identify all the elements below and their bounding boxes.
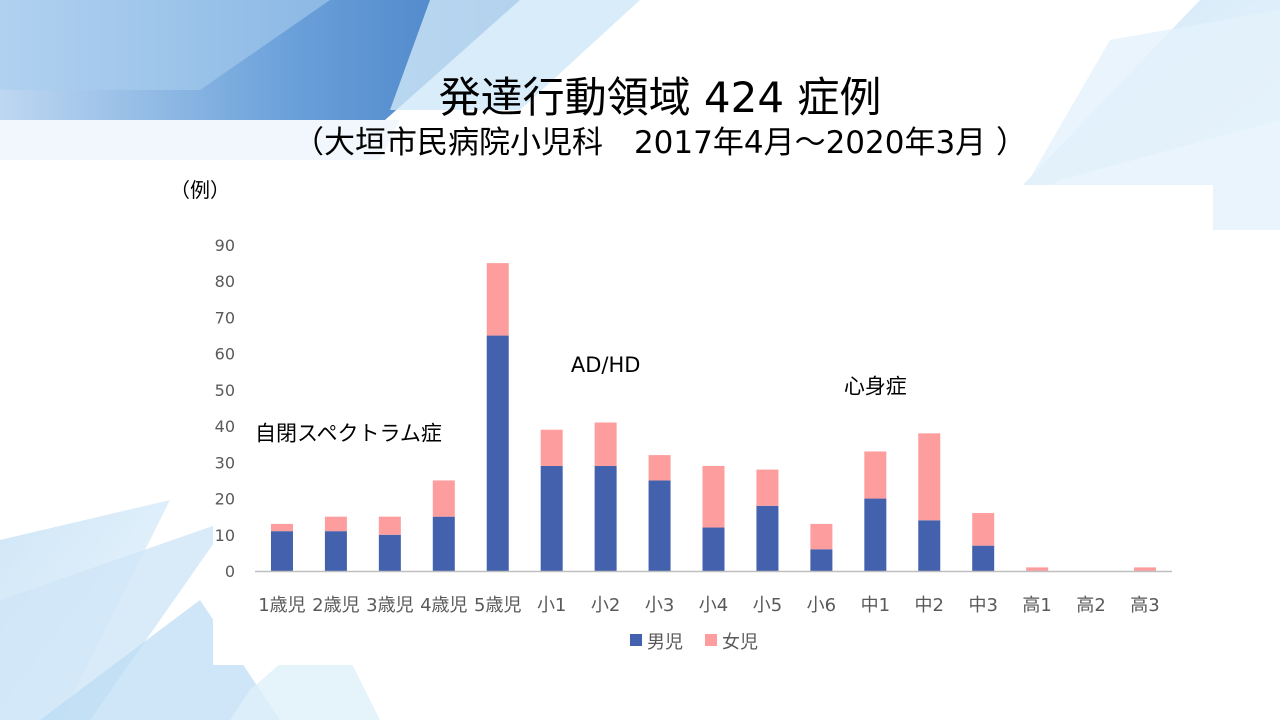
page-subtitle: （大垣市民病院小児科 2017年4月～2020年3月 ）	[292, 125, 1028, 161]
bar-boys-segment	[756, 505, 779, 571]
bar-girls-segment	[648, 455, 671, 481]
y-tick-label: 90	[215, 236, 235, 255]
y-axis-unit-label: （例）	[170, 178, 230, 202]
bar-girls-segment	[486, 263, 509, 336]
y-tick-label: 40	[215, 417, 235, 436]
x-tick-label: 2歳児	[312, 595, 359, 616]
bar-girls-segment	[702, 465, 725, 528]
bar-girls-segment	[918, 433, 941, 521]
bar-girls-segment	[972, 513, 995, 546]
x-tick-label: 小1	[537, 595, 566, 616]
bar-girls-segment	[594, 422, 617, 466]
bar-boys-segment	[378, 534, 401, 571]
y-tick-label: 80	[215, 272, 235, 291]
bar-girls-segment	[1026, 567, 1049, 571]
x-tick-label: 1歳児	[258, 595, 305, 616]
bar-girls-segment	[1134, 567, 1157, 571]
bar-boys-segment	[864, 498, 887, 571]
x-tick-label: 5歳児	[474, 595, 521, 616]
x-tick-label: 中1	[861, 595, 890, 616]
page-title: 発達行動領域 424 症例	[438, 73, 882, 122]
bar-boys-segment	[540, 465, 563, 571]
bar-girls-segment	[810, 523, 833, 550]
bar-girls-segment	[756, 469, 779, 506]
x-tick-label: 小6	[807, 595, 836, 616]
y-tick-label: 0	[225, 562, 235, 581]
y-tick-label: 70	[215, 308, 235, 327]
bar-boys-segment	[702, 527, 725, 571]
x-tick-label: 高3	[1130, 595, 1159, 616]
chart-annotation: 心身症	[844, 375, 907, 399]
bar-boys-segment	[648, 480, 671, 571]
bar-boys-segment	[972, 545, 995, 571]
bar-girls-segment	[378, 516, 401, 535]
y-tick-label: 10	[215, 526, 235, 545]
bar-girls-segment	[432, 480, 455, 517]
bar-boys-segment	[918, 520, 941, 571]
chart-annotation: AD/HD	[571, 353, 641, 377]
x-tick-label: 小5	[753, 595, 782, 616]
bar-girls-segment	[540, 429, 563, 466]
bar-girls-segment	[864, 451, 887, 499]
x-tick-label: 小2	[591, 595, 620, 616]
bar-boys-segment	[810, 549, 833, 571]
bar-girls-segment	[270, 523, 293, 532]
x-tick-label: 中3	[968, 595, 997, 616]
bar-girls-segment	[324, 516, 347, 532]
x-tick-label: 高2	[1076, 595, 1105, 616]
x-tick-label: 高1	[1022, 595, 1051, 616]
x-tick-label: 中2	[915, 595, 944, 616]
bar-boys-segment	[324, 531, 347, 571]
y-tick-label: 30	[215, 453, 235, 472]
legend-label: 男児	[647, 632, 683, 653]
legend-swatch-girls	[705, 634, 717, 646]
legend-swatch-boys	[630, 634, 642, 646]
y-tick-label: 60	[215, 345, 235, 364]
chart-annotation: 自閉スペクトラム症	[255, 422, 442, 446]
bar-boys-segment	[486, 335, 509, 571]
y-tick-label: 50	[215, 381, 235, 400]
x-tick-label: 4歳児	[420, 595, 467, 616]
y-tick-label: 20	[215, 490, 235, 509]
x-tick-label: 3歳児	[366, 595, 413, 616]
x-tick-label: 小4	[699, 595, 728, 616]
legend-label: 女児	[722, 632, 758, 653]
chart-panel	[213, 185, 1213, 665]
bar-boys-segment	[594, 465, 617, 571]
bar-boys-segment	[270, 531, 293, 571]
bar-boys-segment	[432, 516, 455, 571]
x-tick-label: 小3	[645, 595, 674, 616]
